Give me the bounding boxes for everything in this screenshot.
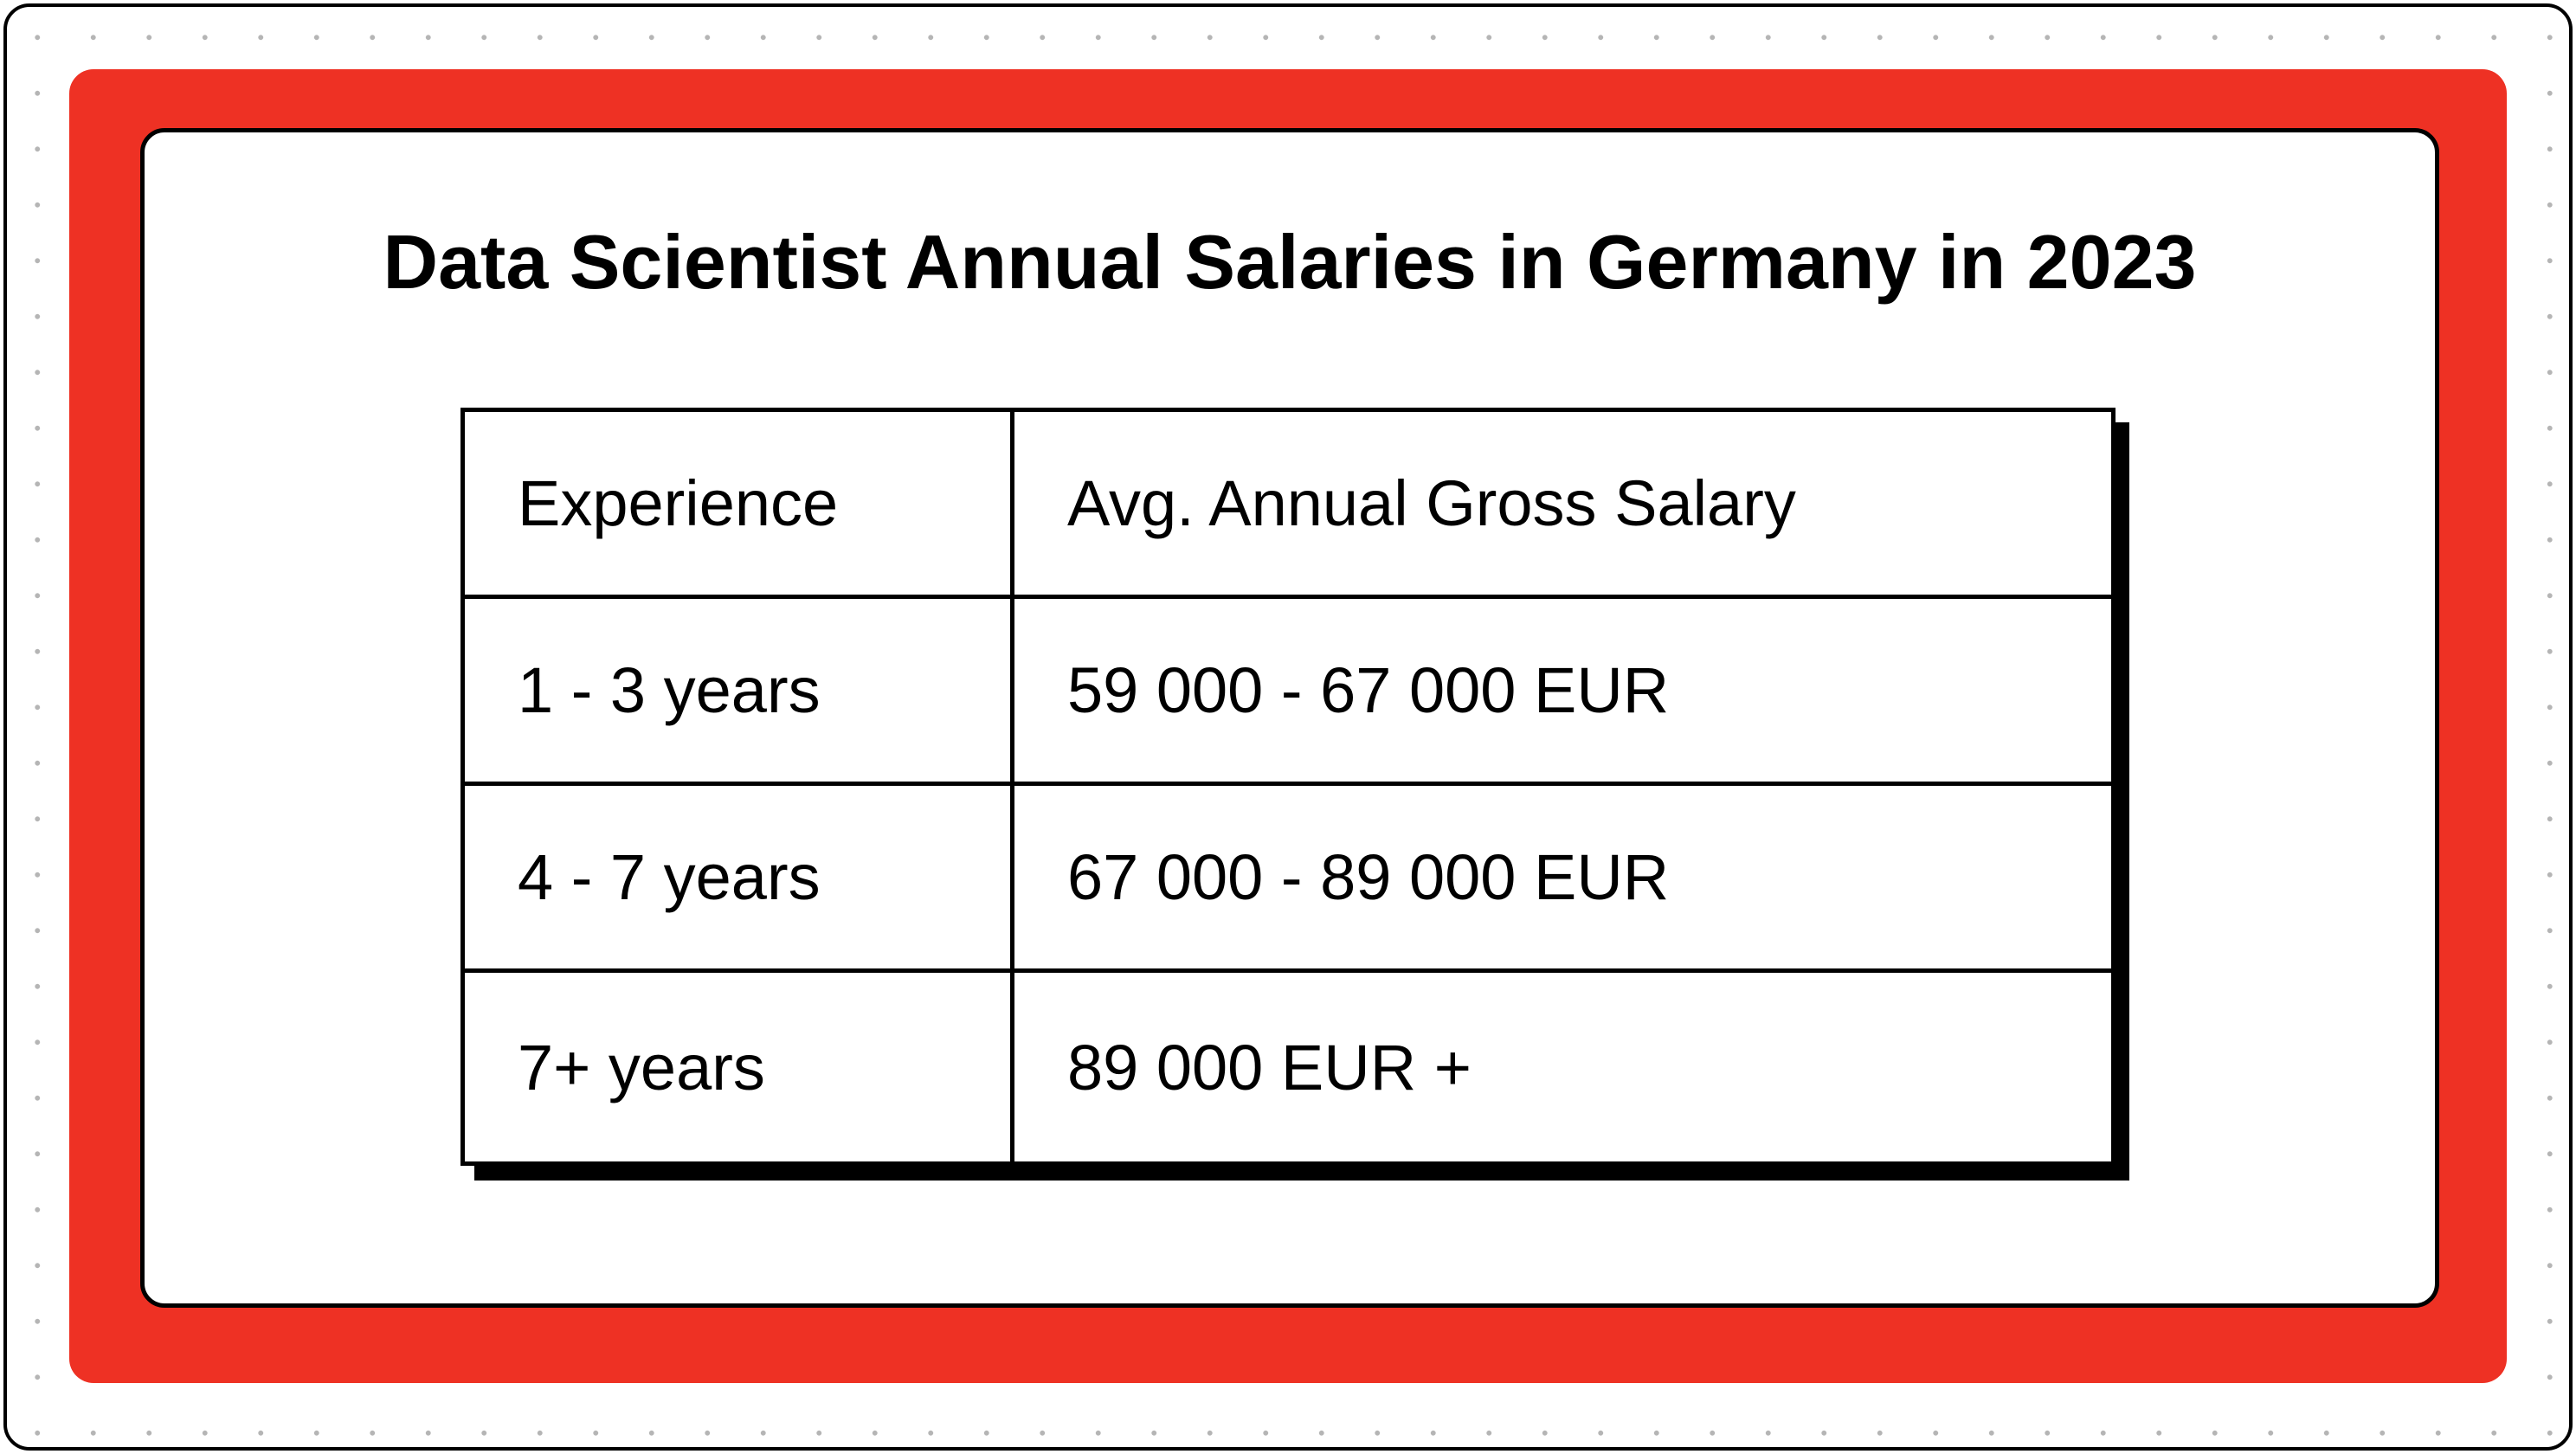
salary-table: Experience Avg. Annual Gross Salary 1 - … — [460, 408, 2116, 1166]
header-salary: Avg. Annual Gross Salary — [1067, 467, 1796, 539]
salary-cell: 59 000 - 67 000 EUR — [1067, 654, 1670, 726]
experience-cell: 1 - 3 years — [518, 654, 821, 726]
salary-cell: 67 000 - 89 000 EUR — [1067, 841, 1670, 913]
table-header-row: Experience Avg. Annual Gross Salary — [465, 412, 2111, 599]
page-title: Data Scientist Annual Salaries in German… — [383, 219, 2197, 305]
salary-cell: 89 000 EUR + — [1067, 1031, 1472, 1103]
table-row: 4 - 7 years 67 000 - 89 000 EUR — [465, 786, 2111, 973]
header-experience: Experience — [518, 467, 839, 539]
column-divider — [1010, 412, 1014, 1161]
table-row: 7+ years 89 000 EUR + — [465, 973, 2111, 1161]
experience-cell: 4 - 7 years — [518, 841, 821, 913]
experience-cell: 7+ years — [518, 1031, 765, 1103]
table-row: 1 - 3 years 59 000 - 67 000 EUR — [465, 599, 2111, 786]
